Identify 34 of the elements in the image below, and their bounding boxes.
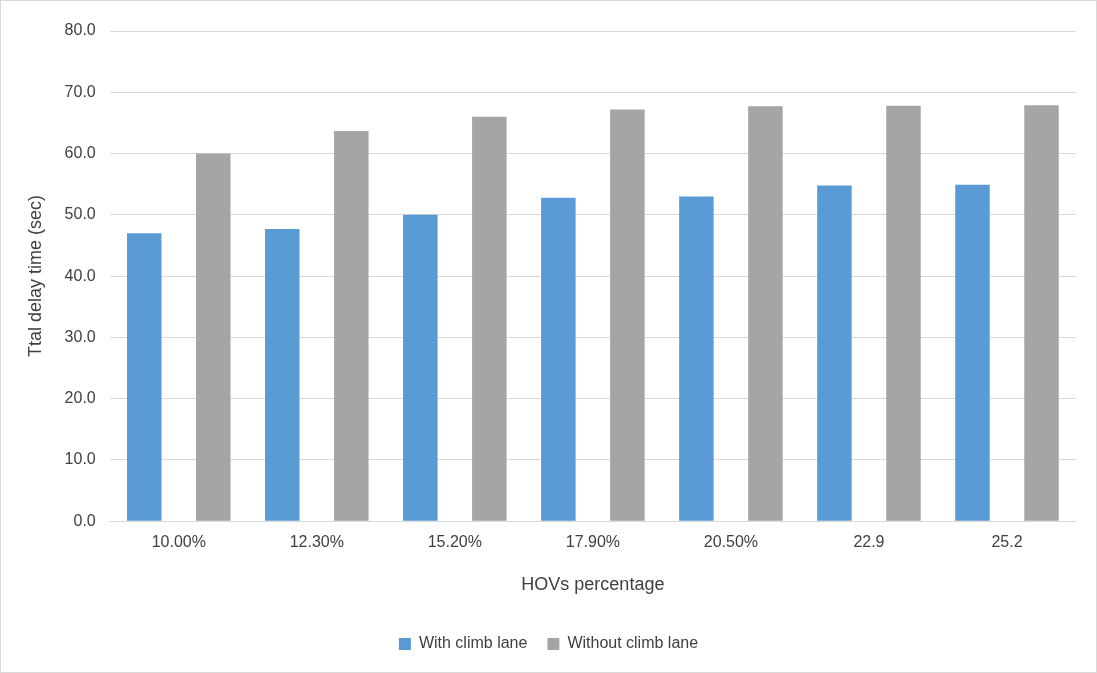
bar — [472, 116, 507, 521]
x-axis-title: HOVs percentage — [521, 574, 665, 595]
y-tick-label: 10.0 — [64, 450, 96, 468]
y-tick-label: 50.0 — [64, 205, 96, 223]
x-tick-label: 10.00% — [151, 533, 206, 551]
x-tick-label: 12.30% — [289, 533, 344, 551]
y-tick-label: 0.0 — [73, 511, 96, 529]
y-tick-label: 30.0 — [64, 327, 96, 345]
bar — [196, 153, 231, 521]
y-tick-label: 60.0 — [64, 143, 96, 161]
legend-label: Without climb lane — [567, 634, 699, 652]
bar — [403, 214, 438, 521]
x-tick-label: 25.2 — [991, 533, 1023, 551]
x-tick-label: 20.50% — [703, 533, 759, 551]
bar — [955, 184, 990, 521]
bar — [265, 228, 300, 521]
x-tick-label: 15.20% — [427, 533, 482, 551]
y-tick-label: 80.0 — [64, 21, 96, 39]
bar — [886, 105, 921, 521]
y-axis-title: Ttal delay time (sec) — [24, 195, 45, 358]
y-tick-label: 70.0 — [64, 82, 96, 100]
x-tick-label: 17.90% — [565, 533, 620, 551]
bar — [679, 196, 714, 521]
y-tick-label: 20.0 — [64, 389, 96, 407]
bar — [334, 130, 369, 521]
legend-label: With climb lane — [418, 634, 528, 652]
bar — [610, 109, 645, 521]
bar — [127, 233, 162, 521]
y-tick-label: 40.0 — [64, 266, 96, 284]
bar — [1024, 105, 1059, 521]
bar — [817, 185, 852, 521]
x-tick-label: 22.9 — [853, 533, 885, 551]
bar — [541, 197, 576, 521]
bar — [748, 106, 783, 521]
